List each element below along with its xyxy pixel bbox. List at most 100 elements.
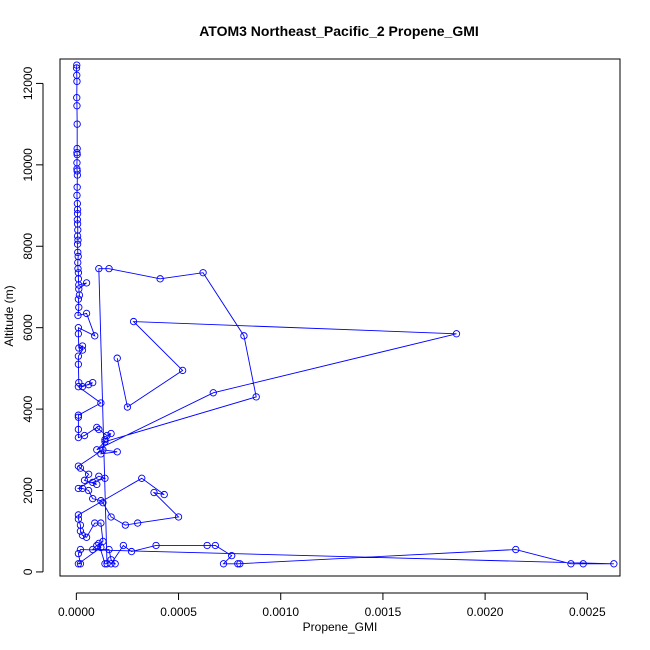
- data-point: [74, 295, 83, 303]
- data-point: [75, 281, 83, 289]
- data-point: [93, 541, 101, 550]
- data-point: [78, 342, 87, 350]
- data-point: [80, 431, 89, 440]
- data-point: [160, 490, 168, 499]
- data-point: [101, 560, 109, 568]
- data-point: [72, 64, 81, 72]
- data-point: [82, 309, 91, 318]
- data-point: [107, 429, 115, 438]
- data-point: [203, 541, 211, 550]
- data-point: [93, 480, 101, 489]
- series-layer: [72, 61, 618, 568]
- data-point: [73, 171, 82, 179]
- data-point: [75, 344, 83, 352]
- data-point: [579, 560, 587, 568]
- data-point: [95, 472, 103, 480]
- y-tick-label: 6000: [21, 314, 35, 341]
- data-point: [74, 425, 83, 434]
- data-point: [512, 545, 520, 554]
- data-point: [84, 381, 93, 389]
- data-point: [610, 560, 618, 568]
- data-point: [199, 269, 207, 277]
- y-axis: 0 2000 4000 6000 8000 10000 12000: [21, 66, 44, 575]
- data-point: [73, 167, 81, 175]
- chart-title: ATOM3 Northeast_Pacific_2 Propene_GMI: [199, 23, 479, 39]
- data-point: [82, 279, 91, 287]
- x-axis-label: Propene_GMI: [303, 620, 378, 634]
- data-point: [76, 545, 85, 554]
- data-point: [119, 541, 128, 550]
- data-point: [82, 533, 91, 541]
- data-point: [95, 425, 103, 434]
- data-point: [95, 264, 103, 273]
- data-point: [97, 450, 105, 458]
- data-point: [97, 399, 105, 407]
- data-point: [89, 478, 97, 487]
- data-point: [74, 360, 83, 368]
- data-point: [156, 275, 164, 283]
- data-point: [74, 352, 83, 360]
- data-point: [252, 393, 260, 401]
- data-point: [113, 354, 121, 362]
- series-line: [76, 65, 614, 565]
- data-point: [73, 120, 81, 128]
- data-point: [99, 499, 107, 507]
- data-point: [74, 383, 83, 391]
- x-tick-label: 0.0000: [58, 605, 95, 619]
- data-point: [73, 183, 81, 191]
- data-point: [101, 438, 109, 446]
- data-point: [76, 560, 85, 568]
- data-point: [234, 560, 242, 568]
- data-point: [127, 547, 136, 556]
- data-point: [84, 486, 93, 495]
- y-tick-label: 12000: [21, 66, 35, 100]
- data-point: [78, 346, 87, 354]
- data-point: [97, 543, 105, 552]
- data-point: [73, 61, 81, 69]
- data-point: [76, 527, 85, 535]
- data-point: [73, 94, 81, 102]
- data-point: [74, 549, 83, 558]
- y-tick-label: 10000: [21, 148, 35, 182]
- data-point: [228, 552, 236, 560]
- data-point: [74, 264, 82, 273]
- data-point: [93, 446, 101, 454]
- data-point: [121, 521, 130, 529]
- data-point: [73, 205, 82, 214]
- data-point: [95, 539, 103, 548]
- data-point: [236, 560, 244, 568]
- data-point: [89, 494, 97, 503]
- y-tick-label: 4000: [21, 395, 35, 422]
- x-tick-label: 0.0025: [569, 605, 606, 619]
- y-tick-label: 0: [21, 568, 35, 575]
- data-point: [73, 77, 81, 86]
- data-point: [74, 413, 83, 421]
- data-point: [178, 366, 187, 375]
- data-point: [75, 378, 83, 387]
- data-point: [73, 232, 82, 240]
- data-point: [150, 488, 158, 497]
- x-tick-label: 0.0020: [467, 605, 504, 619]
- data-point: [91, 332, 99, 340]
- data-point: [107, 556, 115, 564]
- data-point: [73, 151, 81, 159]
- data-point: [211, 541, 219, 550]
- data-point: [75, 291, 84, 299]
- data-point: [105, 545, 113, 554]
- y-tick-label: 2000: [21, 477, 35, 504]
- data-point: [105, 264, 113, 273]
- x-axis: 0.0000 0.0005 0.0010 0.0015 0.0020 0.0025: [58, 592, 606, 619]
- data-point: [134, 519, 142, 527]
- data-point: [97, 519, 105, 527]
- x-tick-label: 0.0005: [160, 605, 197, 619]
- data-point: [73, 216, 82, 224]
- data-point: [73, 191, 81, 200]
- data-point: [240, 332, 248, 340]
- y-axis-label: Altitude (m): [2, 285, 16, 346]
- data-point: [74, 248, 82, 257]
- data-point: [209, 389, 217, 397]
- data-point: [138, 474, 146, 482]
- data-point: [78, 531, 87, 539]
- data-point: [74, 462, 83, 470]
